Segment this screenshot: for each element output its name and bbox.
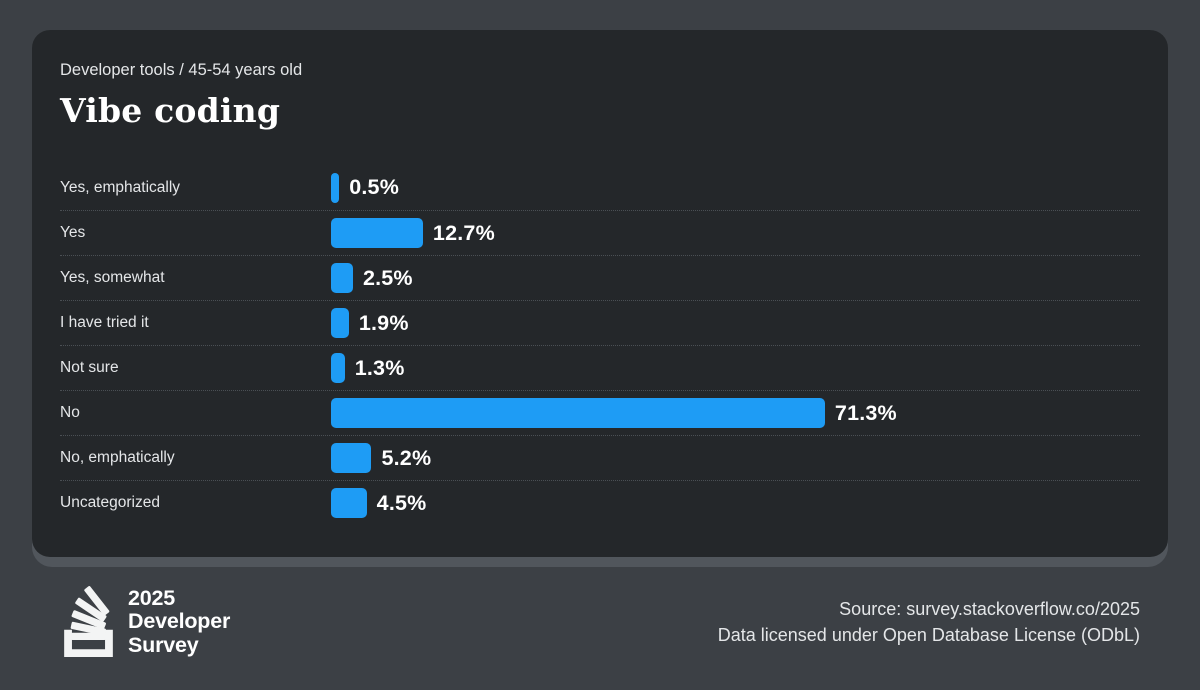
bar — [331, 443, 372, 473]
category-label: Not sure — [60, 359, 119, 376]
chart-card-shell: Developer tools / 45-54 years old Vibe c… — [32, 30, 1168, 567]
bar-zone: 0.5% — [331, 165, 1140, 210]
bar — [331, 218, 423, 248]
chart-card: Developer tools / 45-54 years old Vibe c… — [32, 30, 1168, 557]
category-label: I have tried it — [60, 314, 149, 331]
value-label: 0.5% — [349, 175, 400, 199]
bar-zone: 1.9% — [331, 301, 1140, 345]
bar — [331, 398, 825, 428]
brand-line-developer: Developer — [128, 609, 231, 634]
source-attribution: Source: survey.stackoverflow.co/2025 Dat… — [718, 596, 1140, 648]
chart-row: Not sure 1.3% — [60, 345, 1140, 390]
chart-row: Yes, somewhat 2.5% — [60, 255, 1140, 300]
bar — [331, 308, 349, 338]
chart-row: Uncategorized 4.5% — [60, 480, 1140, 525]
value-label: 2.5% — [362, 265, 413, 290]
value-label: 71.3% — [834, 400, 897, 425]
bar-zone: 5.2% — [331, 436, 1140, 480]
bar-zone: 12.7% — [331, 211, 1140, 255]
category-label: No — [60, 404, 80, 421]
bar-zone: 71.3% — [331, 391, 1140, 435]
category-label: Uncategorized — [60, 494, 160, 511]
source-line: Source: survey.stackoverflow.co/2025 — [839, 599, 1140, 619]
bar-chart: Yes, emphatically 0.5% Yes 12.7% Yes, somewh… — [60, 165, 1140, 525]
category-label: Yes, emphatically — [60, 178, 181, 196]
value-label: 1.9% — [358, 310, 409, 335]
brand-line-year: 2025 — [128, 585, 176, 610]
value-label: 4.5% — [376, 490, 427, 515]
chart-row: I have tried it 1.9% — [60, 300, 1140, 345]
bar-zone: 4.5% — [331, 481, 1140, 525]
stackoverflow-logo-icon — [64, 586, 113, 658]
brand-line-survey: Survey — [128, 632, 199, 657]
license-line: Data licensed under Open Database Licens… — [717, 625, 1140, 645]
bar-zone: 1.3% — [331, 346, 1140, 390]
footer: 2025 Developer Survey Source: survey.sta… — [60, 584, 1140, 660]
bar — [331, 263, 353, 293]
value-label: 5.2% — [381, 445, 432, 470]
survey-brand-text: 2025 Developer Survey — [128, 585, 231, 658]
chart-title: Vibe coding — [60, 91, 281, 130]
category-label: No, emphatically — [60, 449, 175, 466]
chart-row: Yes 12.7% — [60, 210, 1140, 255]
bar — [331, 172, 340, 203]
chart-row: Yes, emphatically 0.5% — [60, 165, 1140, 210]
bar — [331, 353, 345, 383]
value-label: 1.3% — [354, 355, 405, 380]
bar-zone: 2.5% — [331, 256, 1140, 300]
chart-row: No 71.3% — [60, 390, 1140, 435]
category-label: Yes, somewhat — [60, 269, 165, 286]
survey-brand: 2025 Developer Survey — [60, 585, 230, 659]
chart-subtitle: Developer tools / 45-54 years old — [60, 61, 303, 79]
value-label: 12.7% — [432, 220, 495, 245]
chart-row: No, emphatically 5.2% — [60, 435, 1140, 480]
category-label: Yes — [60, 224, 86, 241]
bar — [331, 488, 367, 518]
